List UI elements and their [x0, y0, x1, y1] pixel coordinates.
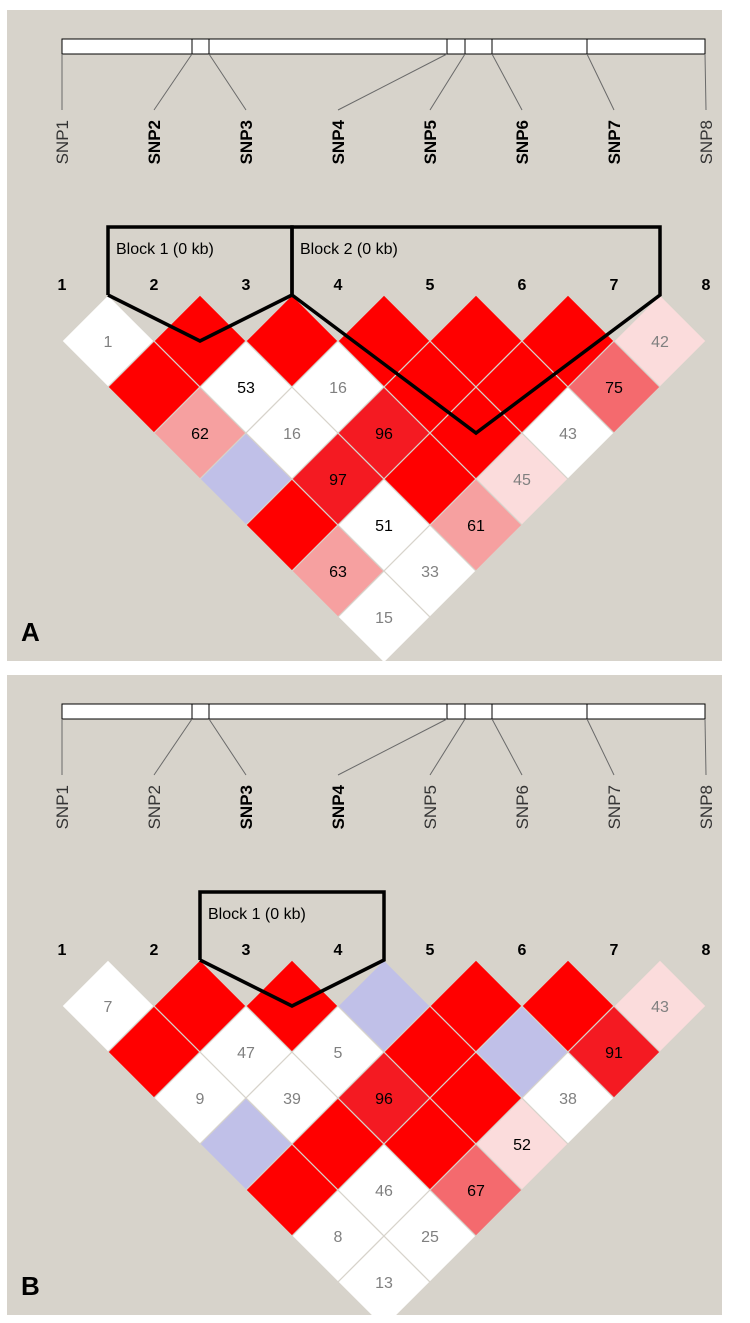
snp-number: 5 [426, 277, 435, 294]
block-label: Block 1 (0 kb) [116, 241, 214, 258]
snp-label: SNP4 [329, 784, 348, 829]
ld-value-label: 96 [375, 426, 393, 443]
snp-label: SNP4 [329, 119, 348, 164]
ld-value-label: 13 [375, 1275, 393, 1292]
snp-number: 6 [518, 277, 527, 294]
ld-value-label: 62 [191, 426, 209, 443]
ld-value-label: 63 [329, 564, 347, 581]
ld-value-label: 97 [329, 472, 347, 489]
ld-value-label: 38 [559, 1091, 577, 1108]
snp-position-bar [61, 703, 706, 720]
snp-number: 7 [610, 942, 619, 959]
snp-number: 2 [150, 277, 159, 294]
snp-connector-line [491, 53, 523, 111]
ld-value-label: 45 [513, 472, 531, 489]
snp-number: 1 [58, 942, 67, 959]
ld-value-label: 96 [375, 1091, 393, 1108]
ld-value-label: 7 [104, 999, 113, 1016]
snp-label: SNP6 [513, 785, 532, 829]
ld-value-label: 47 [237, 1045, 255, 1062]
ld-value-label: 42 [651, 334, 669, 351]
snp-connector-line [704, 718, 707, 776]
snp-connector-line [153, 53, 193, 111]
ld-value-label: 33 [421, 564, 439, 581]
ld-cell [613, 294, 707, 388]
snp-label: SNP3 [237, 120, 256, 164]
snp-label: SNP5 [421, 120, 440, 164]
snp-number: 4 [334, 277, 343, 294]
snp-connector-line [491, 718, 523, 776]
block-label: Block 1 (0 kb) [208, 906, 306, 923]
ld-value-label: 16 [329, 380, 347, 397]
snp-label: SNP5 [421, 785, 440, 829]
panel-letter: B [21, 1271, 40, 1301]
snp-number: 3 [242, 942, 251, 959]
ld-value-label: 75 [605, 380, 623, 397]
snp-connector-line [208, 718, 247, 776]
snp-number: 8 [702, 277, 711, 294]
snp-number: 1 [58, 277, 67, 294]
ld-value-label: 52 [513, 1137, 531, 1154]
snp-connector-line [429, 718, 466, 776]
snp-label: SNP7 [605, 120, 624, 164]
ld-value-label: 43 [559, 426, 577, 443]
snp-label: SNP6 [513, 120, 532, 164]
snp-connector-line [153, 718, 193, 776]
snp-number: 7 [610, 277, 619, 294]
snp-number: 2 [150, 942, 159, 959]
snp-connector-line [704, 53, 707, 111]
ld-value-label: 43 [651, 999, 669, 1016]
ld-value-label: 46 [375, 1183, 393, 1200]
snp-connector-line [586, 53, 615, 111]
snp-label: SNP1 [53, 785, 72, 829]
ld-value-label: 16 [283, 426, 301, 443]
ld-value-label: 53 [237, 380, 255, 397]
snp-number: 3 [242, 277, 251, 294]
snp-label: SNP2 [145, 120, 164, 164]
snp-connector-line [586, 718, 615, 776]
ld-value-label: 5 [334, 1045, 343, 1062]
ld-value-label: 67 [467, 1183, 485, 1200]
snp-connector-line [337, 53, 448, 111]
snp-label: SNP7 [605, 785, 624, 829]
snp-connector-line [429, 53, 466, 111]
ld-value-label: 1 [104, 334, 113, 351]
panel-letter: A [21, 617, 40, 647]
ld-plot-panel-a: SNP1 SNP2 SNP3 SNP4 SNP5 SNP6 SNP7 SNP8 1 2 3 4 5 6 7 8… [7, 10, 722, 661]
ld-plot-panel-b: SNP1 SNP2 SNP3 SNP4 SNP5 SNP6 SNP7 SNP8 1 2 3 4 5 6 7 8… [7, 675, 722, 1315]
ld-value-label: 9 [196, 1091, 205, 1108]
ld-value-label: 61 [467, 518, 485, 535]
snp-number: 8 [702, 942, 711, 959]
ld-value-label: 91 [605, 1045, 623, 1062]
ld-value-label: 51 [375, 518, 393, 535]
ld-value-label: 8 [334, 1229, 343, 1246]
ld-value-label: 25 [421, 1229, 439, 1246]
snp-label: SNP2 [145, 785, 164, 829]
snp-position-bar [61, 38, 706, 55]
ld-value-label: 15 [375, 610, 393, 627]
snp-number: 4 [334, 942, 343, 959]
snp-label: SNP8 [697, 785, 716, 829]
snp-connector-line [337, 718, 448, 776]
ld-cell [613, 959, 707, 1053]
snp-label: SNP8 [697, 120, 716, 164]
snp-number: 6 [518, 942, 527, 959]
ld-value-label: 39 [283, 1091, 301, 1108]
block-label: Block 2 (0 kb) [300, 241, 398, 258]
snp-connector-line [208, 53, 247, 111]
snp-label: SNP1 [53, 120, 72, 164]
haplotype-block-outline [198, 890, 386, 1008]
snp-label: SNP3 [237, 785, 256, 829]
haplotype-block-outline [290, 225, 662, 436]
snp-number: 5 [426, 942, 435, 959]
